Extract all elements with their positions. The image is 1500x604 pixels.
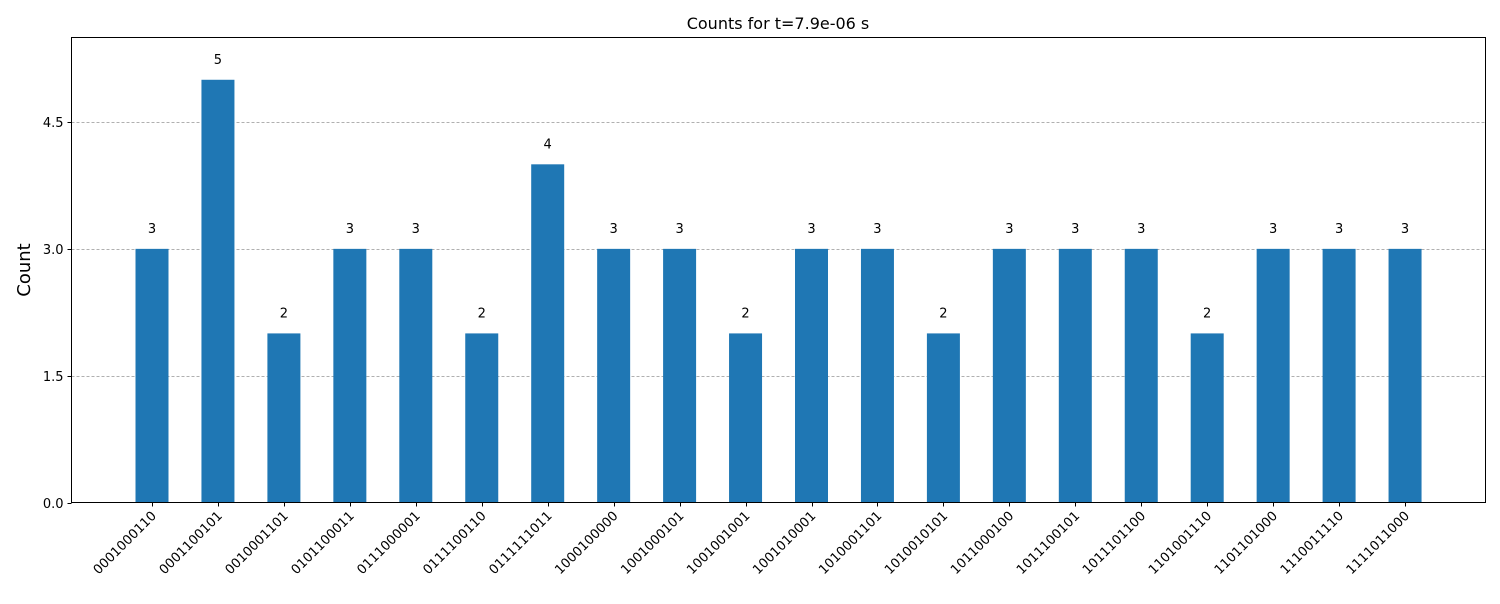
y-axis-label: Count [14, 243, 35, 296]
bar-1101001110 [1190, 333, 1224, 503]
x-tick-label: 1001001001 [684, 509, 753, 578]
grid-lines [71, 122, 1486, 377]
bar-1000100000 [597, 248, 631, 503]
y-tick-label: 3.0 [43, 243, 64, 258]
data-label: 2 [280, 306, 288, 321]
bar-0001100101 [201, 79, 235, 503]
data-label: 2 [1203, 306, 1211, 321]
y-axis-ticks: 0.0 1.5 3.0 4.5 [43, 116, 72, 512]
bar-0001000110 [135, 248, 169, 503]
data-label: 3 [1137, 222, 1145, 237]
x-tick-label: 0001000110 [91, 509, 160, 578]
x-tick-label: 1101001110 [1146, 509, 1215, 578]
plot-frame [71, 37, 1486, 503]
bar-0010001101 [267, 333, 301, 503]
data-label: 4 [544, 137, 552, 152]
data-label: 3 [610, 222, 618, 237]
x-tick-label: 1101101000 [1212, 509, 1281, 578]
data-label: 3 [148, 222, 156, 237]
data-label: 2 [741, 306, 749, 321]
bar-1010001101 [860, 248, 894, 503]
y-tick-label: 0.0 [43, 497, 64, 512]
y-tick-label: 1.5 [43, 370, 64, 385]
bar-1011100101 [1058, 248, 1092, 503]
bar-1110011110 [1322, 248, 1356, 503]
data-label: 2 [478, 306, 486, 321]
data-label: 3 [873, 222, 881, 237]
x-tick-label: 0010001101 [223, 509, 292, 578]
y-tick-label: 4.5 [43, 116, 64, 131]
data-label: 3 [675, 222, 683, 237]
bar-0111100110 [465, 333, 499, 503]
x-axis-ticks: 0001000110000110010100100011010101100011… [91, 502, 1413, 578]
x-tick-label: 1010001101 [816, 509, 885, 578]
bar-1011000100 [992, 248, 1026, 503]
bar-1010010101 [926, 333, 960, 503]
data-label: 3 [1335, 222, 1343, 237]
data-label: 3 [1401, 222, 1409, 237]
x-tick-label: 0111100110 [420, 509, 489, 578]
data-label: 3 [346, 222, 354, 237]
bar-1111011000 [1388, 248, 1422, 503]
x-tick-label: 1011000100 [948, 509, 1017, 578]
data-label: 3 [807, 222, 815, 237]
x-tick-label: 0111111011 [486, 509, 555, 578]
data-label: 2 [939, 306, 947, 321]
data-label: 3 [1005, 222, 1013, 237]
bar-0111000001 [399, 248, 433, 503]
bar-1001000101 [663, 248, 697, 503]
data-label: 5 [214, 53, 222, 68]
bar-1001001001 [729, 333, 763, 503]
bar-1101101000 [1256, 248, 1290, 503]
x-tick-label: 1000100000 [552, 509, 621, 578]
x-tick-label: 1011100101 [1014, 509, 1083, 578]
bar-0101100011 [333, 248, 367, 503]
data-labels: 3 5 2 3 3 2 4 3 3 2 3 3 2 3 3 3 2 3 3 3 [148, 53, 1409, 322]
x-tick-label: 1111011000 [1344, 509, 1413, 578]
x-tick-label: 1010010101 [882, 509, 951, 578]
bar-0111111011 [531, 164, 565, 503]
x-tick-label: 0001100101 [157, 509, 226, 578]
chart-title: Counts for t=7.9e-06 s [687, 14, 870, 33]
bar-1011101100 [1124, 248, 1158, 503]
data-label: 3 [412, 222, 420, 237]
x-tick-label: 1001010001 [750, 509, 819, 578]
data-label: 3 [1269, 222, 1277, 237]
bars [135, 79, 1422, 503]
x-tick-label: 1011101100 [1080, 509, 1149, 578]
data-label: 3 [1071, 222, 1079, 237]
x-tick-label: 1001000101 [618, 509, 687, 578]
x-tick-label: 0101100011 [289, 509, 358, 578]
bar-1001010001 [795, 248, 828, 503]
x-tick-label: 1110011110 [1278, 509, 1347, 578]
x-tick-label: 0111000001 [355, 509, 424, 578]
